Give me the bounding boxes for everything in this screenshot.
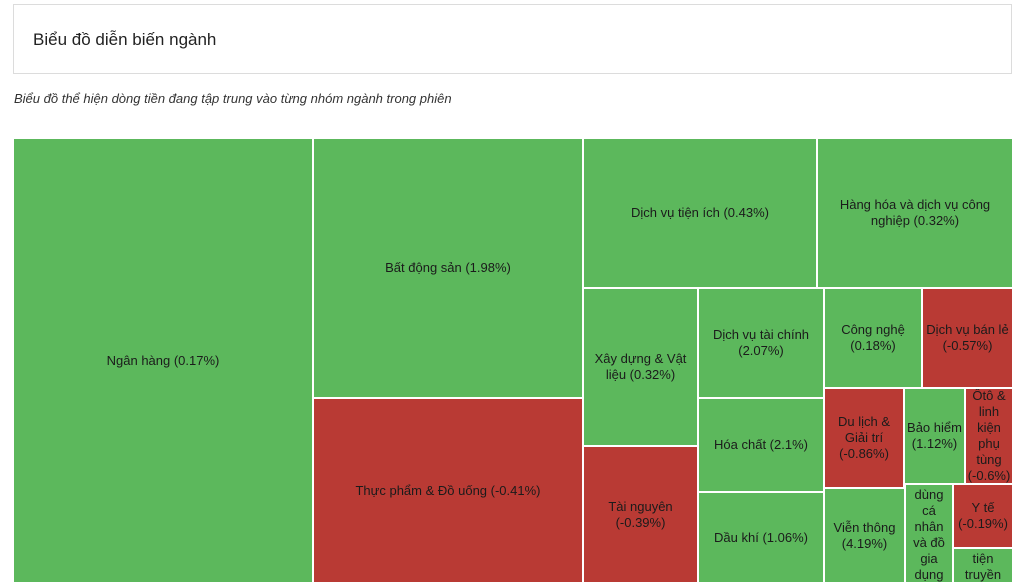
treemap-tile[interactable]: tiện truyền thông bbox=[953, 548, 1013, 583]
treemap-tile[interactable]: Công nghệ (0.18%) bbox=[824, 288, 922, 388]
treemap-tile-label: Du lịch & Giải trí (-0.86%) bbox=[837, 414, 891, 461]
treemap-tile[interactable]: Hóa chất (2.1%) bbox=[698, 398, 824, 492]
treemap-tile-label: Tài nguyên (-0.39%) bbox=[608, 498, 673, 530]
treemap-tile-label: Viễn thông (4.19%) bbox=[833, 519, 896, 551]
treemap-tile[interactable]: dùng cá nhân và đồ gia dụng bbox=[905, 484, 953, 583]
treemap-tile[interactable]: Xây dựng & Vật liệu (0.32%) bbox=[583, 288, 698, 446]
treemap-tile-label: Thực phẩm & Đồ uống (-0.41%) bbox=[355, 482, 541, 498]
treemap-tile-label: Xây dựng & Vật liệu (0.32%) bbox=[594, 351, 687, 382]
treemap-tile[interactable]: Du lịch & Giải trí (-0.86%) bbox=[824, 388, 904, 488]
treemap-tile-label: Y tế (-0.19%) bbox=[958, 500, 1008, 531]
treemap-tile[interactable]: Thực phẩm & Đồ uống (-0.41%) bbox=[313, 398, 583, 583]
treemap-tile-label: Dầu khí (1.06%) bbox=[714, 529, 808, 545]
treemap-tile-label: Bất động sản (1.98%) bbox=[385, 260, 511, 275]
treemap-tile[interactable]: Dịch vụ tài chính (2.07%) bbox=[698, 288, 824, 398]
treemap-tile[interactable]: Tài nguyên (-0.39%) bbox=[583, 446, 698, 583]
treemap-tile[interactable]: Dịch vụ tiện ích (0.43%) bbox=[583, 138, 817, 288]
treemap-tile[interactable]: Bảo hiểm (1.12%) bbox=[904, 388, 965, 484]
treemap-tile-label: Hóa chất (2.1%) bbox=[714, 437, 808, 452]
treemap-tile[interactable]: Ngân hàng (0.17%) bbox=[13, 138, 313, 583]
treemap-tile[interactable]: Bất động sản (1.98%) bbox=[313, 138, 583, 398]
treemap-tile-label: Dịch vụ tài chính (2.07%) bbox=[712, 327, 810, 358]
chart-description: Biểu đồ thể hiện dòng tiền đang tập trun… bbox=[14, 91, 452, 106]
page-title: Biểu đồ diễn biến ngành bbox=[33, 30, 217, 49]
treemap-tile-label: Dịch vụ bán lẻ (-0.57%) bbox=[926, 322, 1009, 353]
treemap-tile[interactable]: Hàng hóa và dịch vụ công nghiệp (0.32%) bbox=[817, 138, 1013, 288]
treemap-tile-label: tiện truyền thông bbox=[964, 551, 1002, 582]
treemap-tile-label: Công nghệ (0.18%) bbox=[841, 322, 905, 353]
header-card: Biểu đồ diễn biến ngành bbox=[13, 4, 1012, 74]
treemap-tile[interactable]: Y tế (-0.19%) bbox=[953, 484, 1013, 548]
sector-treemap: Ngân hàng (0.17%) Bất động sản (1.98%) Thự… bbox=[13, 138, 1013, 583]
treemap-tile-label: dùng cá nhân và đồ gia dụng bbox=[913, 487, 945, 582]
treemap-tile[interactable]: Ôtô & linh kiện phụ tùng (-0.6%) bbox=[965, 388, 1013, 484]
treemap-tile[interactable]: Viễn thông (4.19%) bbox=[824, 488, 905, 583]
treemap-tile[interactable]: Dịch vụ bán lẻ (-0.57%) bbox=[922, 288, 1013, 388]
treemap-tile-label: Ngân hàng (0.17%) bbox=[106, 352, 220, 368]
treemap-tile-label: Ôtô & linh kiện phụ tùng (-0.6%) bbox=[967, 388, 1011, 483]
treemap-tile[interactable]: Dầu khí (1.06%) bbox=[698, 492, 824, 583]
treemap-tile-label: Bảo hiểm (1.12%) bbox=[907, 420, 962, 451]
treemap-tile-label: Dịch vụ tiện ích (0.43%) bbox=[630, 205, 769, 220]
treemap-tile-label: Hàng hóa và dịch vụ công nghiệp (0.32%) bbox=[839, 197, 991, 228]
